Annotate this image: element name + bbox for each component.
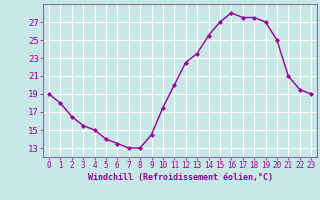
X-axis label: Windchill (Refroidissement éolien,°C): Windchill (Refroidissement éolien,°C)	[87, 173, 273, 182]
